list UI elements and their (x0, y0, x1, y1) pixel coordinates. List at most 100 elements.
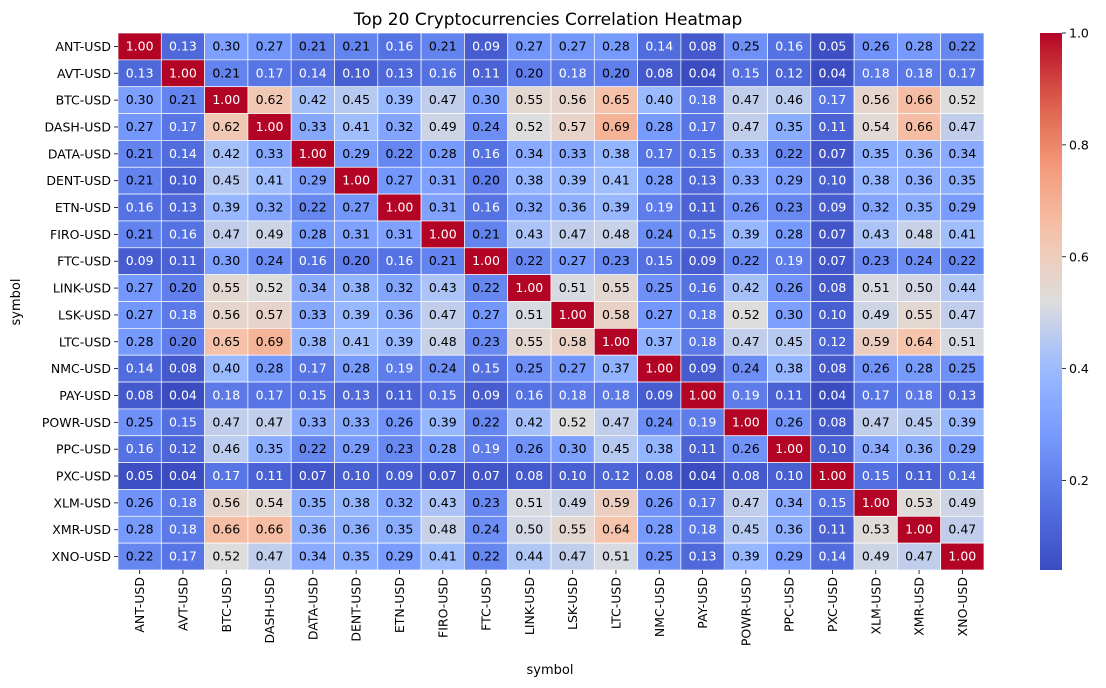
heatmap-cell (940, 354, 985, 383)
x-axis-ticks: ANT-USD AVT-USD BTC-USD DASH-USD DATA-USD DEN… (132, 570, 970, 646)
cell-value-label: 0.07 (819, 146, 847, 161)
colorbar-tick-label: 0.8 (1069, 137, 1089, 152)
heatmap-cell (810, 408, 855, 437)
heatmap-cell (550, 220, 595, 249)
cell-value-label: 0.13 (689, 549, 717, 564)
heatmap-cell (334, 32, 379, 61)
heatmap-cell (593, 489, 638, 517)
cell-value-label: 0.56 (212, 307, 240, 322)
cell-value-label: 0.11 (819, 522, 847, 537)
cell-value-label: 0.35 (862, 146, 890, 161)
cell-value-label: 0.33 (299, 307, 327, 322)
cell-value-label: 0.13 (948, 387, 976, 402)
heatmap-cell (464, 354, 509, 383)
cell-value-label: 0.47 (212, 414, 240, 429)
cell-value-label: 0.15 (732, 65, 760, 80)
heatmap-cell (420, 59, 465, 88)
heatmap-cell (767, 489, 812, 517)
heatmap-cell (723, 166, 768, 195)
cell-value-label: 0.55 (602, 280, 630, 295)
cell-value-label: 0.29 (948, 441, 976, 456)
cell-value-label: 0.38 (862, 173, 890, 188)
cell-value-label: 0.54 (256, 495, 284, 510)
heatmap-cell (897, 32, 942, 61)
cell-value-label: 0.34 (862, 441, 890, 456)
cell-value-label: 0.07 (819, 226, 847, 241)
y-tick-label: XLM-USD (53, 495, 111, 510)
colorbar-tick-label: 0.2 (1069, 473, 1089, 488)
cell-value-label: 0.47 (212, 226, 240, 241)
heatmap-cell (160, 247, 205, 276)
cell-value-label: 1.00 (472, 253, 500, 268)
cell-value-label: 0.46 (775, 92, 803, 107)
cell-value-label: 0.19 (732, 387, 760, 402)
cell-value-label: 0.42 (515, 414, 543, 429)
cell-value-label: 0.34 (948, 146, 976, 161)
cell-value-label: 0.41 (602, 173, 630, 188)
cell-value-label: 0.13 (169, 38, 197, 53)
heatmap-cell (160, 301, 205, 329)
heatmap-cell (464, 59, 509, 88)
cell-value-label: 0.15 (819, 495, 847, 510)
cell-value-label: 0.13 (386, 65, 414, 80)
heatmap-cell (290, 435, 335, 463)
cell-value-label: 0.32 (515, 200, 543, 215)
cell-value-label: 0.07 (819, 253, 847, 268)
cell-value-label: 0.20 (602, 65, 630, 80)
cell-value-label: 0.39 (559, 173, 587, 188)
cell-value-label: 0.44 (515, 549, 543, 564)
cell-value-label: 0.47 (732, 495, 760, 510)
y-tick-label: XNO-USD (52, 549, 111, 564)
cell-value-label: 0.33 (256, 146, 284, 161)
cell-value-label: 0.27 (559, 253, 587, 268)
x-tick-label: ETN-USD (392, 577, 407, 633)
cell-value-label: 0.08 (645, 468, 673, 483)
cell-value-label: 0.22 (472, 280, 500, 295)
cell-value-label: 0.05 (126, 468, 154, 483)
heatmap-cell (550, 193, 595, 222)
x-axis-label: symbol (527, 663, 574, 678)
y-tick-label: ANT-USD (55, 39, 111, 54)
cell-value-label: 0.57 (559, 119, 587, 134)
cell-value-label: 0.31 (429, 173, 457, 188)
cell-value-label: 0.36 (775, 522, 803, 537)
heatmap-cell (334, 247, 379, 276)
cell-value-label: 0.39 (948, 414, 976, 429)
cell-value-label: 0.51 (602, 549, 630, 564)
cell-value-label: 0.36 (342, 522, 370, 537)
heatmap-cell (767, 59, 812, 88)
cell-value-label: 0.21 (169, 92, 197, 107)
cell-value-label: 0.32 (256, 200, 284, 215)
y-tick-label: LSK-USD (58, 307, 111, 322)
cell-value-label: 0.35 (342, 549, 370, 564)
heatmap-cell (810, 59, 855, 88)
heatmap-cell (507, 220, 552, 249)
heatmap-cell (204, 274, 249, 302)
cell-value-label: 0.20 (342, 253, 370, 268)
cell-value-label: 1.00 (256, 119, 284, 134)
cell-value-label: 0.66 (212, 522, 240, 537)
cell-value-label: 1.00 (212, 92, 240, 107)
cell-value-label: 1.00 (602, 334, 630, 349)
cell-value-label: 0.27 (256, 38, 284, 53)
cell-value-label: 0.28 (645, 173, 673, 188)
cell-value-label: 0.17 (256, 387, 284, 402)
heatmap-cell (637, 247, 682, 276)
cell-value-label: 0.26 (732, 200, 760, 215)
cell-value-label: 0.42 (212, 146, 240, 161)
heatmap-cell (853, 32, 898, 61)
heatmap-cell (680, 86, 725, 114)
cell-value-label: 0.18 (212, 387, 240, 402)
cell-value-label: 0.28 (429, 441, 457, 456)
heatmap-cell (810, 542, 855, 571)
cell-value-label: 0.10 (342, 65, 370, 80)
cell-value-label: 0.40 (212, 361, 240, 376)
cell-value-label: 0.29 (342, 146, 370, 161)
cell-value-label: 0.55 (905, 307, 933, 322)
cell-value-label: 0.22 (299, 441, 327, 456)
cell-value-label: 0.28 (256, 361, 284, 376)
heatmap-cell (940, 32, 985, 61)
heatmap-cell (723, 515, 768, 544)
cell-value-label: 0.11 (256, 468, 284, 483)
heatmap-cell (723, 381, 768, 410)
